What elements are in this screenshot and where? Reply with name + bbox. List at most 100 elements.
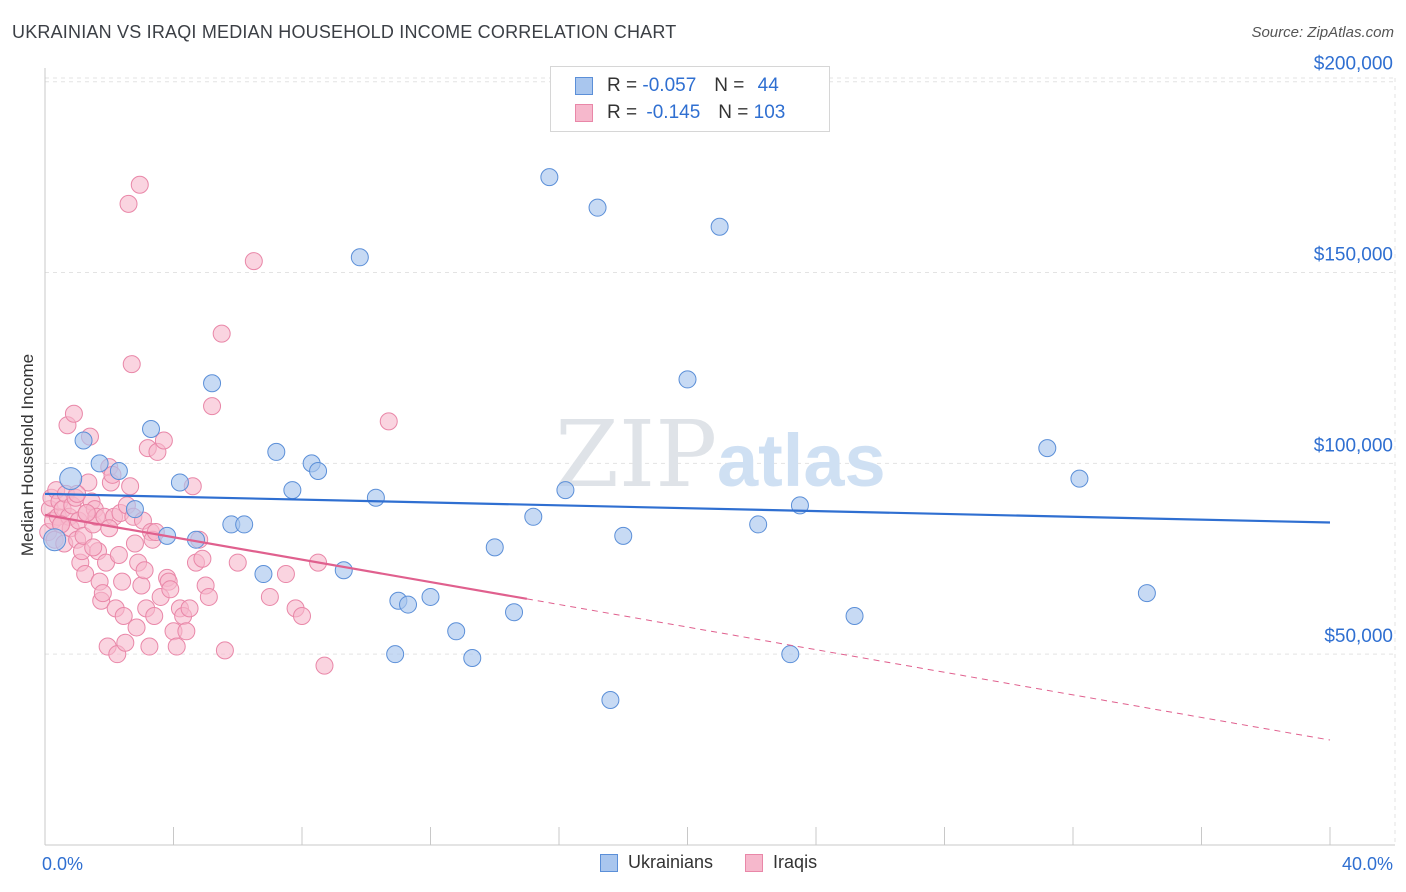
iraqis-point xyxy=(145,607,164,626)
ukrainians-point xyxy=(1070,469,1089,488)
iraqis-point xyxy=(116,633,135,652)
ukrainians-point xyxy=(109,462,128,480)
iraqis-point xyxy=(84,538,103,557)
x-tick-labels: 0.0% 40.0% xyxy=(42,854,1393,874)
legend-n-value: 44 xyxy=(757,75,779,96)
ukrainians-point xyxy=(540,168,559,187)
iraqis-point xyxy=(122,355,141,374)
ukrainians-point xyxy=(601,690,620,709)
ukrainians-point xyxy=(125,500,144,519)
ukrainians-point xyxy=(463,649,482,667)
iraqis-point xyxy=(315,656,334,675)
ukrainians-point xyxy=(556,481,575,500)
ukrainians-point xyxy=(1038,439,1057,458)
legend-item-iraqis[interactable]: Iraqis xyxy=(745,852,817,873)
iraqis-points xyxy=(39,175,398,675)
correlation-legend: R = -0.057 N = 44 R = -0.145 N = 103 xyxy=(550,66,830,132)
iraqis-point xyxy=(215,641,234,660)
iraqis-point xyxy=(193,549,212,568)
ukrainians-point xyxy=(678,370,697,389)
ukrainians-point xyxy=(749,515,768,534)
ukrainians-trend-line xyxy=(44,492,1331,524)
ukrainians-point xyxy=(485,538,504,557)
ukrainians-point xyxy=(386,645,405,664)
iraqis-point xyxy=(293,607,311,626)
y-tick-label: $50,000 xyxy=(1324,626,1393,647)
y-tick-label: $100,000 xyxy=(1314,435,1393,456)
iraqis-point xyxy=(114,607,133,626)
ukrainians-point xyxy=(421,587,440,606)
legend-n-label: N = xyxy=(714,75,745,96)
iraqis-point xyxy=(127,618,146,637)
watermark-atlas: atlas xyxy=(717,419,886,502)
legend-r-label: R = xyxy=(607,75,638,96)
ukrainians-point xyxy=(350,248,369,267)
iraqis-point xyxy=(276,565,295,584)
iraqis-point xyxy=(228,553,247,572)
iraqis-point xyxy=(119,194,138,213)
y-tick-label: $150,000 xyxy=(1314,245,1393,266)
watermark-zip: ZIP xyxy=(555,401,717,508)
series-legend: Ukrainians Iraqis xyxy=(600,852,849,873)
iraqis-point xyxy=(140,637,159,656)
ukrainians-point xyxy=(334,561,353,580)
ukrainians-point xyxy=(74,431,93,450)
ukrainians-point xyxy=(845,607,864,626)
iraqis-point xyxy=(135,561,154,580)
iraqis-point xyxy=(154,431,173,450)
ukrainians-point xyxy=(254,565,273,584)
axes xyxy=(44,68,1395,846)
ukrainians-point xyxy=(283,481,302,500)
legend-row-ukrainians: R = -0.057 N = 44 xyxy=(575,73,779,99)
ukrainians-point xyxy=(781,645,800,664)
iraqis-point xyxy=(76,565,95,584)
legend-label-ukrainians: Ukrainians xyxy=(628,852,714,872)
ukrainians-point xyxy=(43,528,67,552)
ukrainians-swatch xyxy=(575,77,593,95)
iraqis-point xyxy=(167,637,186,656)
iraqis-point xyxy=(199,587,218,606)
legend-n-value: 103 xyxy=(753,102,786,123)
iraqis-point xyxy=(93,584,112,603)
iraqis-point xyxy=(113,572,132,591)
iraqis-point xyxy=(161,580,180,599)
legend-label-iraqis: Iraqis xyxy=(773,852,818,872)
iraqis-point xyxy=(244,252,263,271)
iraqis-trend-extrapolation xyxy=(526,598,1331,741)
ukrainians-point xyxy=(710,217,729,236)
iraqis-swatch xyxy=(745,853,764,872)
ukrainians-point xyxy=(614,526,633,545)
x-tick-label-min: 0.0% xyxy=(42,854,83,874)
ukrainians-swatch xyxy=(600,853,618,872)
ukrainians-point xyxy=(142,420,161,439)
ukrainians-point xyxy=(59,467,83,491)
iraqis-point xyxy=(177,622,196,641)
ukrainians-point xyxy=(309,462,328,480)
trend-lines xyxy=(44,492,1331,741)
ukrainians-point xyxy=(447,622,466,641)
y-tick-labels: $50,000 $100,000 $150,000 $200,000 xyxy=(1314,54,1393,647)
iraqis-point xyxy=(77,503,96,522)
iraqis-trend-line xyxy=(44,513,528,600)
ukrainians-point xyxy=(267,442,286,461)
ukrainians-point xyxy=(1137,584,1156,603)
iraqis-swatch xyxy=(575,104,593,122)
legend-n-label: N = xyxy=(718,102,749,123)
legend-item-ukrainians[interactable]: Ukrainians xyxy=(600,852,713,873)
ukrainians-point xyxy=(170,473,189,492)
iraqis-point xyxy=(212,324,231,343)
iraqis-point xyxy=(203,397,222,416)
watermark: ZIP atlas xyxy=(555,401,886,508)
iraqis-point xyxy=(379,412,398,431)
chart-title: UKRAINIAN VS IRAQI MEDIAN HOUSEHOLD INCO… xyxy=(12,22,677,42)
legend-r-label: R = xyxy=(607,102,638,123)
ukrainians-point xyxy=(235,515,254,534)
ukrainians-point xyxy=(366,488,385,507)
legend-row-iraqis: R = -0.145 N = 103 xyxy=(575,100,785,126)
legend-r-value: -0.057 xyxy=(642,75,697,96)
iraqis-point xyxy=(260,587,279,606)
ukrainians-point xyxy=(524,507,543,526)
chart-source: Source: ZipAtlas.com xyxy=(1251,24,1394,41)
ukrainians-point xyxy=(588,198,607,217)
